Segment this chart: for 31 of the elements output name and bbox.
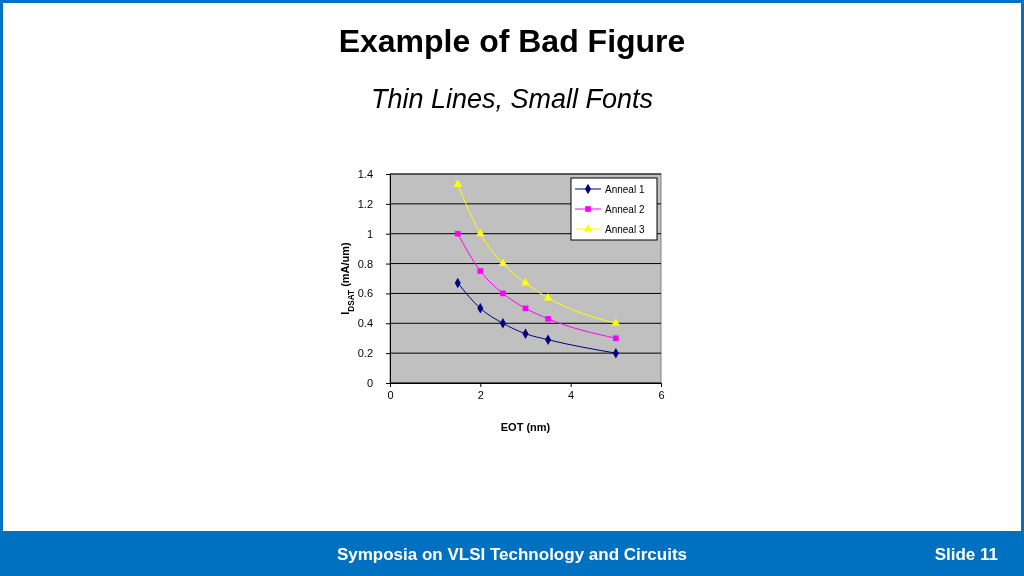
y-tick-label: 0.2 — [357, 347, 373, 360]
point — [543, 292, 553, 301]
point — [613, 335, 619, 342]
point — [477, 268, 484, 274]
legend-label: Anneal 1 — [605, 184, 645, 195]
y-tick-label: 1 — [366, 227, 373, 240]
point — [453, 179, 463, 187]
chart-title: Example of Bad Figure — [338, 23, 686, 59]
point — [500, 290, 506, 297]
y-tick-label: 0.8 — [357, 257, 373, 270]
y-tick-label: 1.2 — [357, 197, 373, 210]
point — [521, 278, 530, 286]
point — [454, 230, 461, 237]
text: Symposia on VLSI Technology and Circuits — [336, 545, 688, 564]
x-tick-label: 2 — [477, 389, 484, 401]
point — [611, 318, 621, 326]
legend-label: Anneal 3 — [605, 224, 645, 235]
point — [545, 315, 551, 322]
point — [476, 228, 485, 237]
x-tick-label: 0 — [387, 389, 394, 401]
y-tick-label: 0.4 — [357, 317, 373, 330]
text: Slide 11 — [934, 545, 998, 564]
point — [498, 258, 508, 267]
x-axis-title: EOT (nm) — [500, 421, 551, 433]
y-tick-label: 0 — [366, 377, 373, 390]
chart-subtitle: Thin Lines, Small Fonts — [370, 84, 654, 114]
y-tick-label: 1.4 — [357, 168, 373, 181]
legend-label: Anneal 2 — [605, 204, 645, 215]
y-tick-label: 0.6 — [357, 287, 373, 300]
x-tick-label: 4 — [568, 389, 575, 401]
x-tick-label: 6 — [658, 389, 665, 401]
